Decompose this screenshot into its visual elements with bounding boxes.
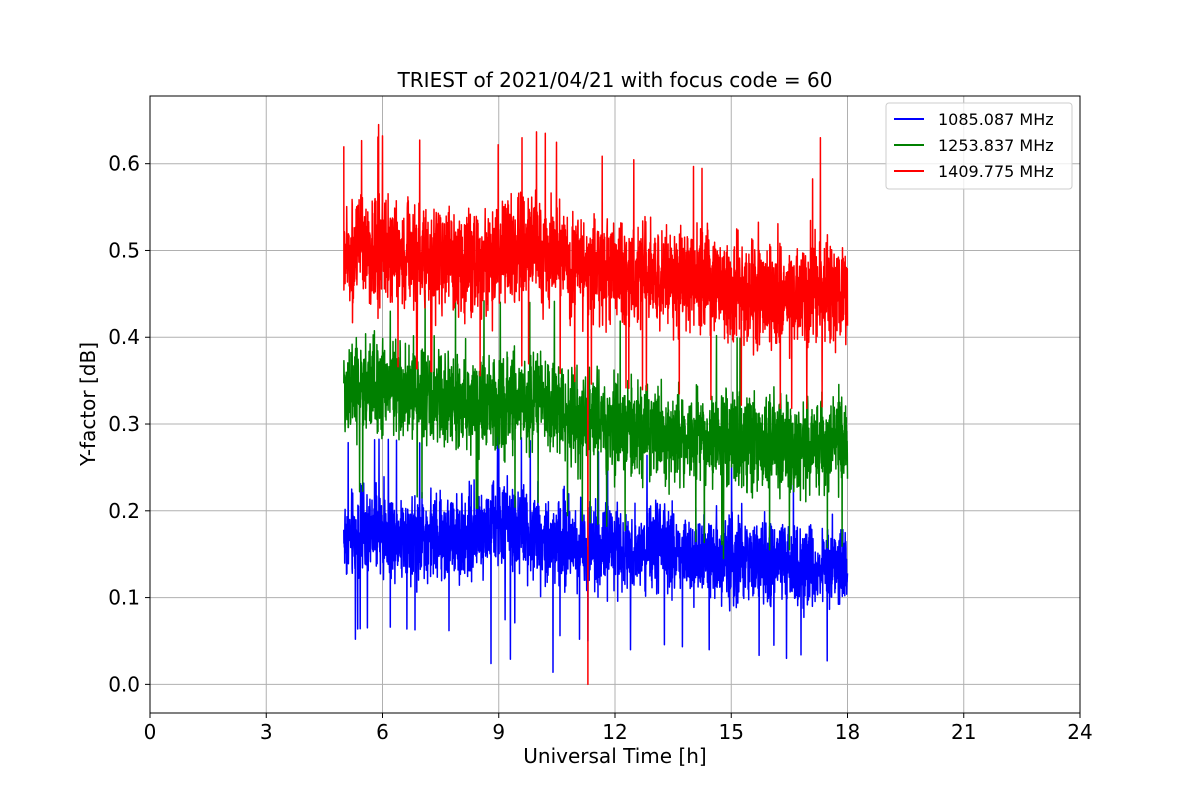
x-tick-label: 9	[492, 720, 505, 744]
legend-label: 1085.087 MHz	[938, 110, 1054, 129]
legend-box	[885, 102, 1073, 190]
y-tick-label: 0.3	[108, 412, 140, 436]
y-tick-label: 0.2	[108, 499, 140, 523]
x-tick-label: 0	[144, 720, 157, 744]
y-tick-label: 0.0	[108, 672, 140, 696]
x-tick-label: 6	[376, 720, 389, 744]
y-tick-label: 0.5	[108, 238, 140, 262]
plot-area	[343, 123, 849, 686]
x-tick-label: 3	[260, 720, 273, 744]
legend: 1085.087 MHz 1253.837 MHz 1409.775 MHz	[885, 102, 1073, 190]
y-tick-label: 0.6	[108, 152, 140, 176]
series-line-2	[343, 289, 849, 560]
x-tick-label: 21	[951, 720, 976, 744]
x-tick-label: 12	[602, 720, 627, 744]
legend-label: 1253.837 MHz	[938, 136, 1054, 155]
x-tick-label: 24	[1067, 720, 1092, 744]
ticks-layer: 0 3 6 9 12 15 18 21 24 0.0 0.1 0.2 0.3 0.4 0.5 0.6	[108, 152, 1093, 744]
chart-title: TRIEST of 2021/04/21 with focus code = 6…	[397, 68, 833, 92]
y-tick-label: 0.4	[108, 325, 140, 349]
y-axis-label: Y-factor [dB]	[76, 342, 100, 467]
series-line-3	[343, 123, 849, 686]
x-tick-label: 15	[719, 720, 744, 744]
legend-label: 1409.775 MHz	[938, 162, 1054, 181]
series-line-1	[343, 427, 849, 673]
x-axis-label: Universal Time [h]	[523, 744, 706, 768]
y-tick-label: 0.1	[108, 586, 140, 610]
x-tick-label: 18	[835, 720, 860, 744]
